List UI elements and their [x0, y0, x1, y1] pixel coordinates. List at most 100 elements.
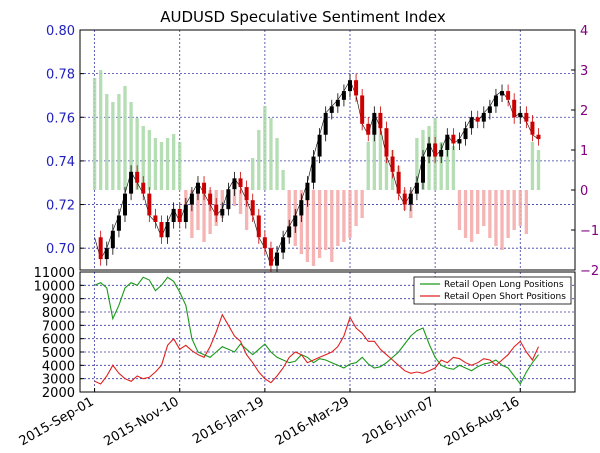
- ssi-bar-negative: [244, 190, 249, 230]
- ssi-bar-negative: [512, 190, 516, 230]
- price-axis-ticks: 0.70 0.72 0.74 0.76 0.78 0.80: [46, 24, 84, 257]
- price-candle-body: [98, 237, 103, 260]
- ssi-bar-negative: [524, 190, 529, 234]
- price-candle-body: [281, 237, 286, 253]
- ssi-bar-negative: [196, 190, 200, 230]
- ssi-bar-negative: [494, 190, 498, 246]
- ssi-bar-negative: [238, 190, 243, 214]
- price-candle-body: [287, 226, 292, 238]
- price-candle-body: [402, 193, 407, 205]
- ssi-tick-label: 1: [580, 144, 588, 159]
- positions-tick-label: 2000: [42, 386, 75, 401]
- price-candle-body: [183, 204, 188, 222]
- price-candle-body: [262, 237, 267, 249]
- date-tick-label: 2016-Aug-16: [442, 394, 522, 449]
- ssi-bar-positive: [111, 102, 115, 190]
- price-tick-label: 0.70: [46, 242, 75, 257]
- ssi-bar-negative: [208, 190, 212, 234]
- price-candle-body: [244, 187, 249, 201]
- positions-tick-label: 11000: [34, 266, 75, 281]
- price-candle-body: [493, 95, 498, 107]
- positions-panel: 2000300040005000600070008000900010000110…: [17, 266, 576, 450]
- price-candle-body: [439, 150, 444, 157]
- ssi-bar-negative: [482, 190, 486, 226]
- date-tick-label: 2015-Nov-10: [101, 394, 181, 449]
- positions-tick-label: 9000: [42, 293, 75, 308]
- positions-tick-label: 3000: [42, 373, 75, 388]
- price-candle-body: [293, 215, 298, 227]
- series-line-long: [94, 276, 539, 386]
- ssi-bar-positive: [153, 138, 158, 190]
- price-candle-body: [372, 112, 377, 135]
- ssi-tick-label: 0: [580, 184, 588, 199]
- price-candle-body: [481, 112, 486, 122]
- price-sentiment-panel: 0.70 0.72 0.74 0.76 0.78 0.80 −2 −1 0 1 2 3 4 AUDUS…: [46, 8, 599, 279]
- price-candles: [94, 73, 541, 273]
- ssi-bar-positive: [105, 94, 109, 190]
- legend-label-long: Retail Open Long Positions: [444, 280, 564, 290]
- positions-axis-ticks: 2000300040005000600070008000900010000110…: [34, 266, 84, 401]
- date-axis-ticks: 2015-Sep-01 2015-Nov-10 2016-Jan-19 2016-Ma…: [17, 388, 522, 450]
- price-candle-body: [153, 215, 158, 222]
- ssi-bar-negative: [202, 190, 206, 242]
- price-candle-body: [214, 204, 219, 216]
- price-candle-body: [451, 134, 456, 144]
- price-candle-body: [220, 208, 225, 216]
- ssi-bar-positive: [445, 150, 449, 190]
- price-candle-body: [354, 80, 359, 96]
- price-candle-body: [238, 178, 243, 188]
- ssi-bar-negative: [317, 190, 322, 258]
- ssi-bar-positive: [123, 86, 127, 190]
- positions-tick-label: 7000: [42, 319, 75, 334]
- price-candle-body: [463, 128, 468, 140]
- ssi-bar-positive: [536, 150, 541, 190]
- price-tick-label: 0.76: [46, 111, 75, 126]
- ssi-bar-negative: [330, 190, 334, 262]
- price-candle-body: [305, 182, 310, 201]
- price-candle-body: [104, 248, 109, 260]
- ssi-bar-negative: [190, 190, 194, 238]
- price-tick-label: 0.72: [46, 199, 75, 214]
- legend: Retail Open Long Positions Retail Open S…: [413, 276, 572, 305]
- positions-tick-label: 5000: [42, 346, 75, 361]
- price-candle-body: [311, 156, 316, 183]
- price-candle-body: [232, 178, 237, 190]
- ssi-bar-negative: [518, 190, 522, 226]
- price-candle-body: [177, 208, 182, 222]
- ssi-bar-negative: [463, 190, 468, 238]
- ssi-tick-label: −1: [580, 224, 599, 239]
- price-candle-body: [475, 117, 480, 122]
- ssi-bar-negative: [469, 190, 474, 242]
- ssi-tick-label: 3: [580, 64, 588, 79]
- price-candle-body: [116, 215, 121, 231]
- ssi-bar-positive: [530, 142, 535, 190]
- ssi-bar-positive: [257, 130, 261, 190]
- ssi-bar-positive: [171, 134, 176, 190]
- ssi-bar-positive: [141, 126, 145, 190]
- ssi-tick-label: −2: [580, 264, 599, 279]
- price-candle-body: [348, 80, 352, 92]
- ssi-bar-positive: [378, 118, 383, 190]
- price-candle-body: [396, 171, 401, 194]
- ssi-bar-negative: [476, 190, 480, 234]
- ssi-bar-positive: [165, 138, 170, 190]
- price-candle-body: [323, 112, 328, 135]
- price-candle-body: [123, 193, 127, 216]
- ssi-bar-positive: [451, 146, 456, 190]
- positions-tick-label: 8000: [42, 306, 75, 321]
- price-candle-body: [500, 91, 505, 96]
- price-candle-body: [360, 95, 365, 124]
- positions-tick-label: 4000: [42, 359, 75, 374]
- ssi-bar-positive: [147, 130, 151, 190]
- price-candle-body: [275, 252, 280, 266]
- price-candle-body: [384, 128, 389, 157]
- price-candle-body: [171, 208, 176, 222]
- chart-title: AUDUSD Speculative Sentiment Index: [160, 8, 446, 26]
- ssi-bar-positive: [135, 118, 139, 190]
- price-candle-body: [129, 171, 134, 194]
- positions-tick-label: 6000: [42, 333, 75, 348]
- ssi-bar-negative: [336, 190, 340, 246]
- date-tick-label: 2016-Mar-29: [273, 394, 352, 448]
- ssi-bar-positive: [281, 170, 285, 190]
